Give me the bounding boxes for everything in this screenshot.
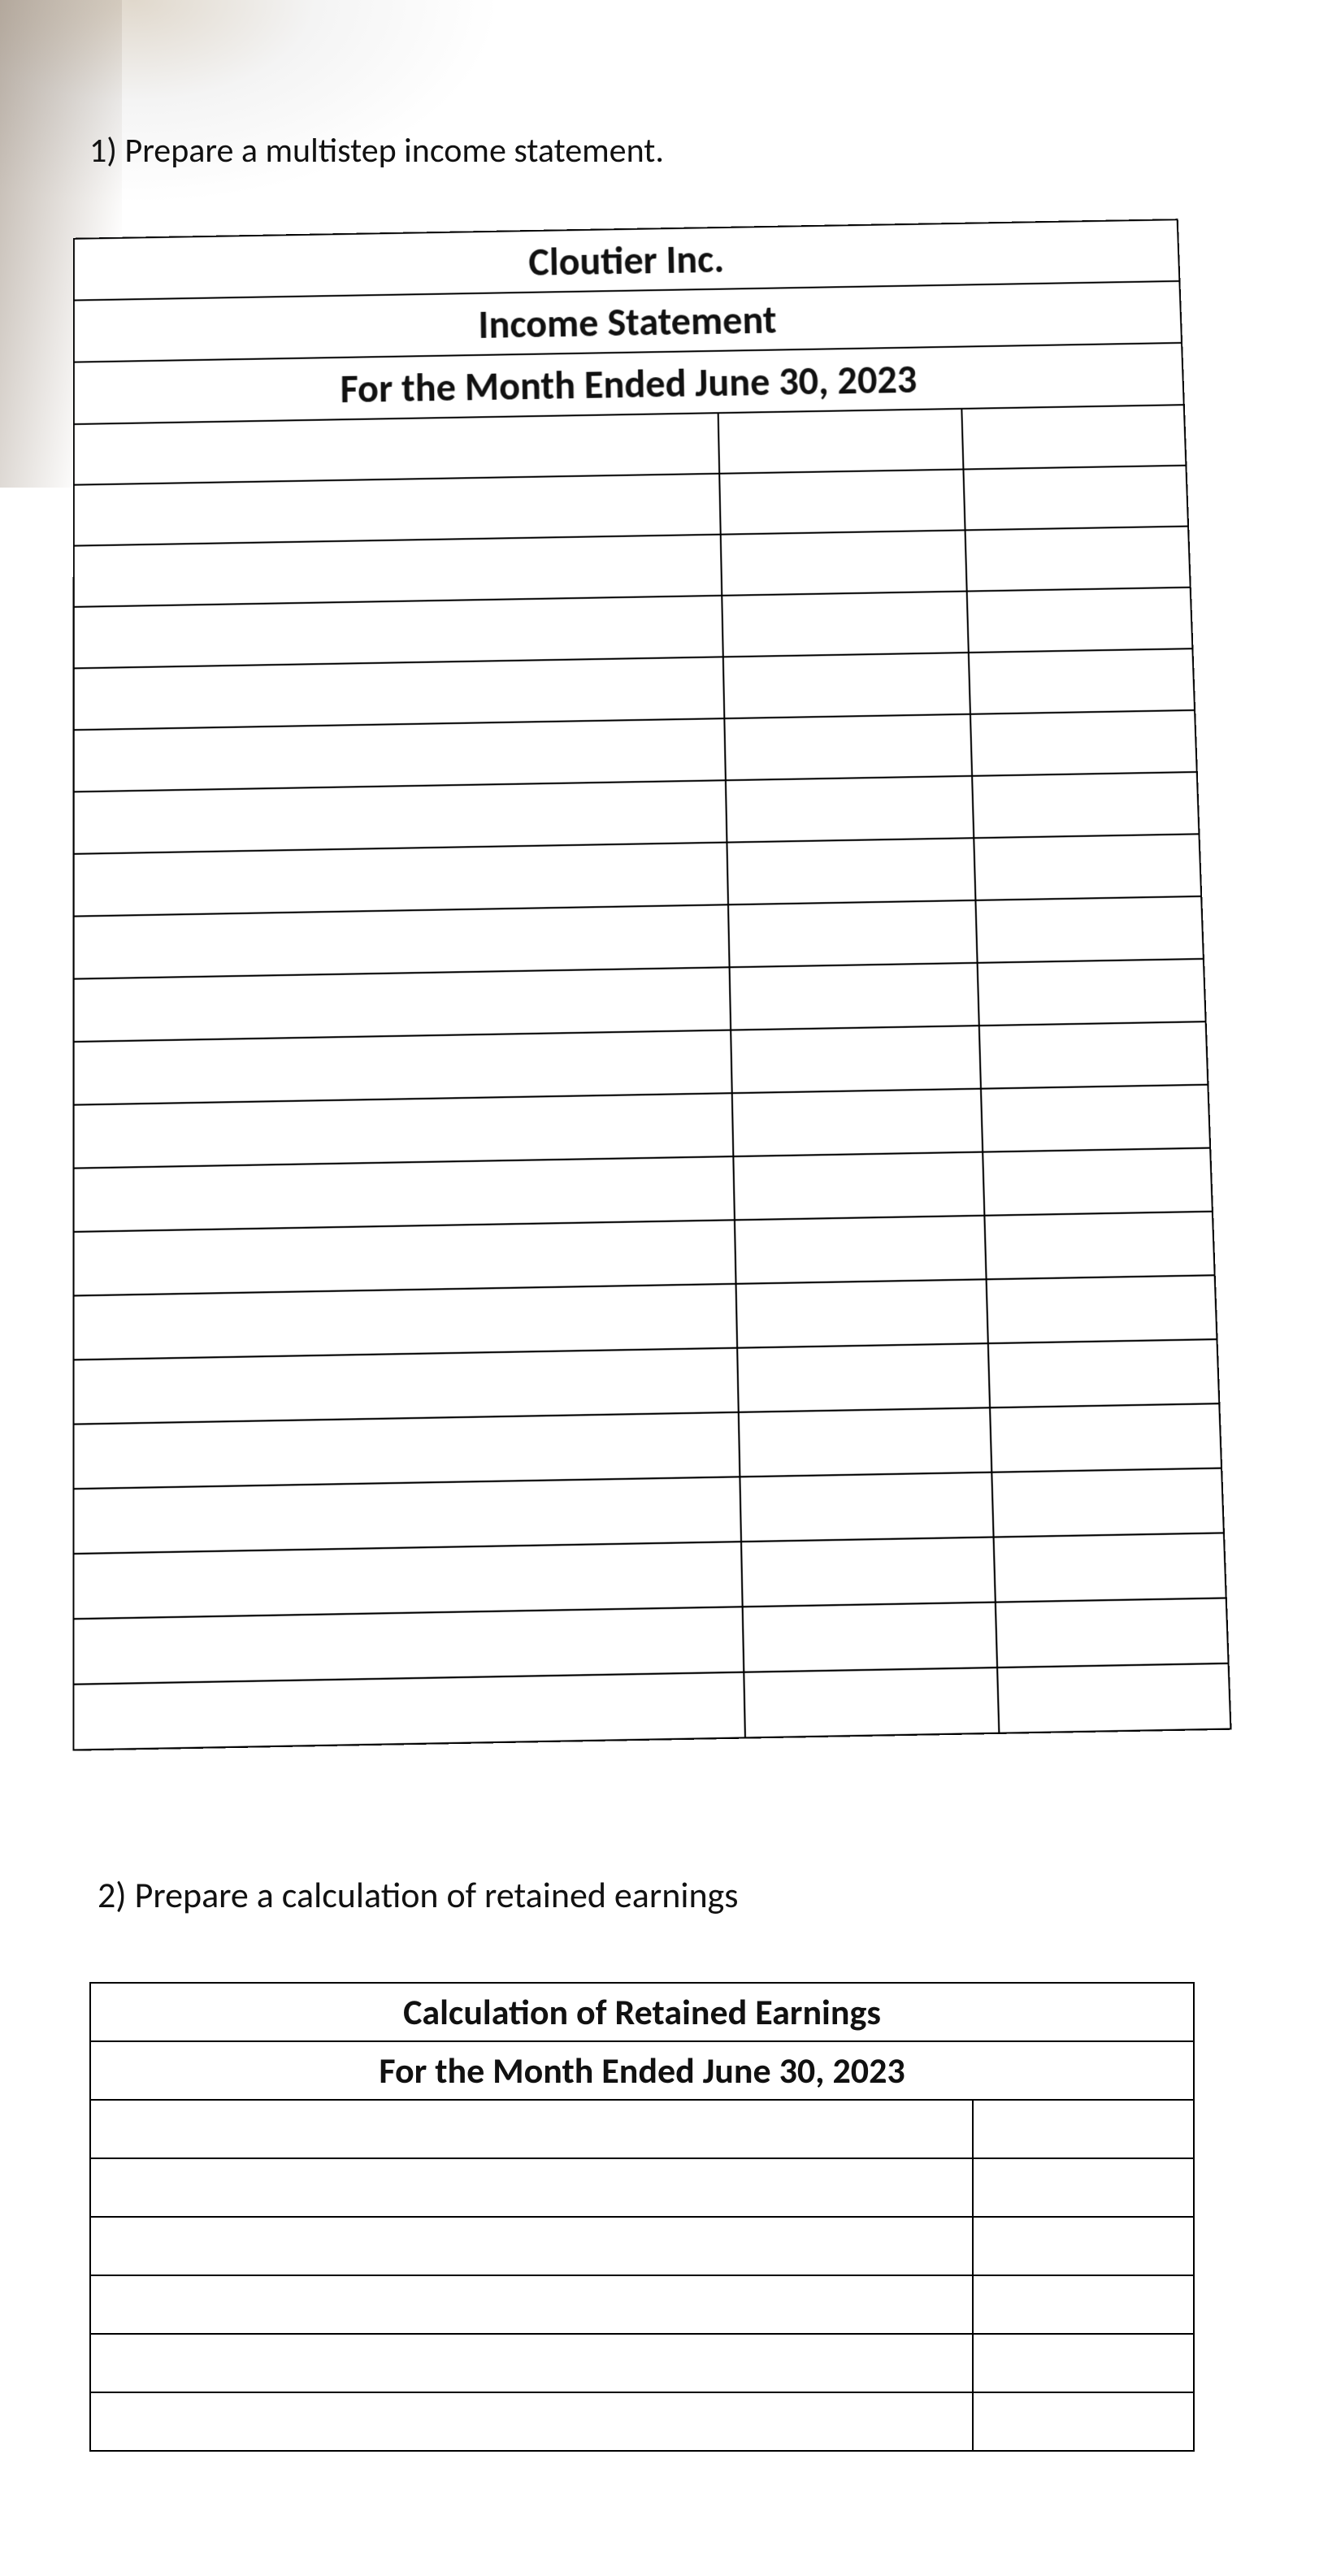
blank-cell[interactable] <box>985 1212 1215 1280</box>
blank-cell[interactable] <box>983 1148 1213 1216</box>
blank-cell[interactable] <box>978 959 1206 1026</box>
blank-cell[interactable] <box>73 1412 740 1489</box>
blank-cell[interactable] <box>728 900 978 967</box>
blank-cell[interactable] <box>74 1156 735 1232</box>
retained-earnings-header-period: For the Month Ended June 30, 2023 <box>90 2041 1194 2100</box>
blank-cell[interactable] <box>74 657 724 730</box>
blank-cell[interactable] <box>744 1667 1000 1737</box>
blank-cell[interactable] <box>74 904 730 978</box>
retained-earnings-table-wrapper: Calculation of Retained Earnings For the… <box>89 1982 1195 2452</box>
income-statement-table-wrapper: Cloutier Inc. Income Statement For the M… <box>72 219 1231 1750</box>
table-row <box>90 2334 1194 2392</box>
blank-cell[interactable] <box>720 530 967 595</box>
worksheet-page: 1) Prepare a multistep income statement.… <box>65 130 1268 2452</box>
blank-cell[interactable] <box>90 2217 973 2275</box>
table-row <box>90 2275 1194 2334</box>
blank-cell[interactable] <box>73 1542 742 1619</box>
blank-cell[interactable] <box>90 2334 973 2392</box>
blank-cell[interactable] <box>90 2275 973 2334</box>
blank-cell[interactable] <box>733 1152 985 1221</box>
income-statement-table: Cloutier Inc. Income Statement For the M… <box>72 219 1231 1750</box>
table-row <box>90 2392 1194 2451</box>
blank-cell[interactable] <box>74 780 727 854</box>
blank-cell[interactable] <box>718 409 964 474</box>
blank-cell[interactable] <box>74 1220 736 1295</box>
blank-cell[interactable] <box>973 2217 1194 2275</box>
blank-cell[interactable] <box>740 1472 994 1542</box>
blank-cell[interactable] <box>727 838 976 904</box>
blank-cell[interactable] <box>969 648 1195 714</box>
blank-cell[interactable] <box>979 1021 1208 1089</box>
blank-cell[interactable] <box>976 896 1204 963</box>
blank-cell[interactable] <box>726 776 974 843</box>
blank-cell[interactable] <box>981 1085 1210 1152</box>
blank-cell[interactable] <box>73 1607 744 1684</box>
blank-cell[interactable] <box>974 834 1202 900</box>
blank-cell[interactable] <box>74 413 719 485</box>
blank-cell[interactable] <box>731 1089 983 1156</box>
blank-cell[interactable] <box>74 843 728 917</box>
blank-cell[interactable] <box>731 1026 982 1093</box>
blank-cell[interactable] <box>990 1403 1221 1472</box>
blank-cell[interactable] <box>992 1468 1224 1537</box>
blank-cell[interactable] <box>970 710 1196 776</box>
blank-cell[interactable] <box>741 1537 996 1607</box>
blank-cell[interactable] <box>73 1284 736 1360</box>
table-row <box>90 2217 1194 2275</box>
blank-cell[interactable] <box>735 1216 987 1284</box>
table-row <box>90 2158 1194 2217</box>
question-1-prompt: 1) Prepare a multistep income statement. <box>89 130 1268 171</box>
blank-cell[interactable] <box>90 2158 973 2217</box>
blank-cell[interactable] <box>729 963 979 1030</box>
blank-cell[interactable] <box>74 535 722 607</box>
blank-cell[interactable] <box>965 527 1191 592</box>
blank-cell[interactable] <box>719 470 965 535</box>
retained-earnings-body <box>90 2100 1194 2451</box>
blank-cell[interactable] <box>997 1663 1230 1733</box>
blank-cell[interactable] <box>973 2158 1194 2217</box>
blank-cell[interactable] <box>73 1477 740 1554</box>
blank-cell[interactable] <box>973 2275 1194 2334</box>
retained-earnings-header-title: Calculation of Retained Earnings <box>90 1983 1194 2041</box>
question-2-prompt: 2) Prepare a calculation of retained ear… <box>98 1873 1268 1917</box>
blank-cell[interactable] <box>90 2392 973 2451</box>
blank-cell[interactable] <box>90 2100 973 2158</box>
blank-cell[interactable] <box>987 1275 1217 1343</box>
blank-cell[interactable] <box>722 592 969 657</box>
blank-cell[interactable] <box>973 2100 1194 2158</box>
blank-cell[interactable] <box>973 2392 1194 2451</box>
blank-cell[interactable] <box>737 1343 991 1412</box>
blank-cell[interactable] <box>964 466 1188 531</box>
blank-cell[interactable] <box>973 2334 1194 2392</box>
blank-cell[interactable] <box>74 474 721 546</box>
blank-cell[interactable] <box>962 405 1187 469</box>
blank-cell[interactable] <box>967 588 1192 653</box>
blank-cell[interactable] <box>74 718 726 791</box>
blank-cell[interactable] <box>742 1602 997 1672</box>
blank-cell[interactable] <box>73 1348 738 1425</box>
blank-cell[interactable] <box>74 1030 732 1105</box>
blank-cell[interactable] <box>996 1598 1228 1667</box>
table-row <box>90 2100 1194 2158</box>
blank-cell[interactable] <box>738 1407 991 1477</box>
blank-cell[interactable] <box>735 1279 988 1347</box>
blank-cell[interactable] <box>74 596 723 669</box>
blank-cell[interactable] <box>722 653 970 718</box>
blank-cell[interactable] <box>74 967 731 1042</box>
blank-cell[interactable] <box>988 1339 1219 1407</box>
blank-cell[interactable] <box>972 772 1199 838</box>
retained-earnings-table: Calculation of Retained Earnings For the… <box>89 1982 1195 2452</box>
blank-cell[interactable] <box>73 1672 744 1750</box>
blank-cell[interactable] <box>74 1093 733 1168</box>
income-statement-body <box>73 405 1230 1750</box>
blank-cell[interactable] <box>994 1533 1226 1602</box>
blank-cell[interactable] <box>724 714 973 780</box>
